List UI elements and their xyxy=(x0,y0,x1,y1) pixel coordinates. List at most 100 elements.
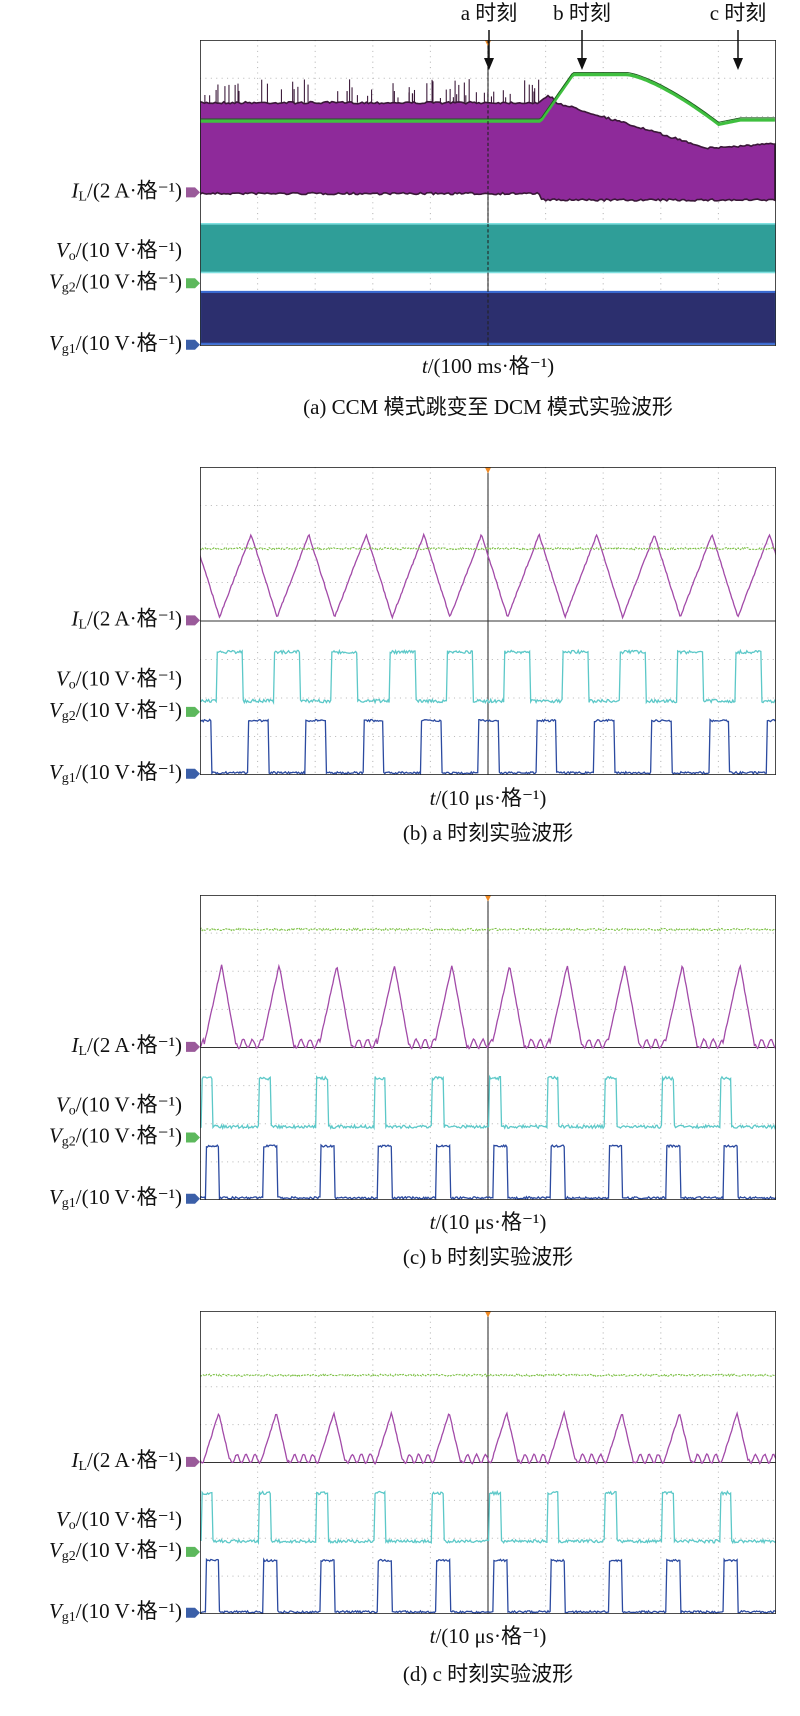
channel-label: Vg1/(10 V·格⁻¹) xyxy=(49,1185,182,1211)
label-unit: /(10 V·格⁻¹) xyxy=(76,1538,182,1562)
annotation-arrowhead xyxy=(733,58,743,70)
trigger-marker xyxy=(484,895,492,902)
il-trace xyxy=(200,963,776,1050)
label-symbol: I xyxy=(70,1033,79,1057)
label-subscript: o xyxy=(69,249,76,264)
label-symbol: I xyxy=(70,606,79,630)
channel-marker xyxy=(186,278,200,289)
channel-label: Vo/(10 V·格⁻¹) xyxy=(56,1507,182,1533)
vo-trace xyxy=(200,1489,776,1545)
label-symbol: V xyxy=(56,1092,71,1116)
label-symbol: V xyxy=(49,698,64,722)
label-symbol: V xyxy=(49,760,64,784)
label-symbol: V xyxy=(49,331,64,355)
scope-screen xyxy=(200,467,776,775)
channel-marker xyxy=(186,1193,200,1204)
channel-marker xyxy=(186,706,200,717)
label-symbol: V xyxy=(49,269,64,293)
channel-label: Vo/(10 V·格⁻¹) xyxy=(56,238,182,264)
label-unit: /(10 V·格⁻¹) xyxy=(76,698,182,722)
channel-marker xyxy=(186,1132,200,1143)
label-symbol: V xyxy=(49,1599,64,1623)
label-subscript: o xyxy=(69,1518,76,1533)
time-symbol: t xyxy=(430,1210,437,1234)
channel-marker xyxy=(186,768,200,779)
time-unit: /(10 μs·格⁻¹) xyxy=(435,786,546,810)
label-subscript: g2 xyxy=(62,1549,76,1564)
channel-marker xyxy=(186,1456,200,1467)
label-symbol: V xyxy=(49,1185,64,1209)
label-subscript: g1 xyxy=(62,342,76,357)
channel-marker xyxy=(186,1607,200,1618)
channel-label: Vg2/(10 V·格⁻¹) xyxy=(49,1538,182,1564)
label-subscript: o xyxy=(69,1104,76,1119)
label-symbol: V xyxy=(56,238,71,262)
label-subscript: g1 xyxy=(62,1610,76,1625)
vo-trace xyxy=(200,1074,776,1131)
label-unit: /(2 A·格⁻¹) xyxy=(87,178,182,202)
label-unit: /(10 V·格⁻¹) xyxy=(76,269,182,293)
time-symbol: t xyxy=(430,786,437,810)
channel-label: Vo/(10 V·格⁻¹) xyxy=(56,666,182,692)
label-unit: /(2 A·格⁻¹) xyxy=(87,606,182,630)
channel-label: Vg1/(10 V·格⁻¹) xyxy=(49,1599,182,1625)
label-subscript: L xyxy=(78,190,87,205)
scope-screen xyxy=(200,40,776,346)
label-subscript: g2 xyxy=(62,1135,76,1150)
label-symbol: V xyxy=(49,1538,64,1562)
channel-marker xyxy=(186,339,200,350)
label-unit: /(10 V·格⁻¹) xyxy=(76,666,182,690)
label-subscript: g2 xyxy=(62,709,76,724)
scope-screen xyxy=(200,895,776,1200)
channel-label: Vo/(10 V·格⁻¹) xyxy=(56,1092,182,1118)
label-symbol: V xyxy=(56,666,71,690)
time-axis-label: t/(10 μs·格⁻¹) xyxy=(430,786,547,810)
time-annotation: b 时刻 xyxy=(553,1,611,25)
time-annotation: c 时刻 xyxy=(710,1,767,25)
time-symbol: t xyxy=(430,1624,437,1648)
label-subscript: L xyxy=(78,1459,87,1474)
label-unit: /(10 V·格⁻¹) xyxy=(76,1123,182,1147)
label-unit: /(2 A·格⁻¹) xyxy=(87,1033,182,1057)
channel-marker xyxy=(186,187,200,198)
vg2-trace xyxy=(200,546,776,551)
label-symbol: I xyxy=(70,178,79,202)
label-symbol: I xyxy=(70,1448,79,1472)
annotation-arrowhead xyxy=(484,58,494,70)
label-unit: /(10 V·格⁻¹) xyxy=(76,1092,182,1116)
time-axis-label: t/(10 μs·格⁻¹) xyxy=(430,1624,547,1648)
label-unit: /(10 V·格⁻¹) xyxy=(76,760,182,784)
label-unit: /(10 V·格⁻¹) xyxy=(76,1507,182,1531)
channel-label: IL/(2 A·格⁻¹) xyxy=(70,606,182,632)
il-trace xyxy=(200,1409,776,1465)
time-unit: /(10 μs·格⁻¹) xyxy=(435,1210,546,1234)
label-subscript: L xyxy=(78,1044,87,1059)
scope-screen xyxy=(200,1311,776,1614)
channel-label: Vg1/(10 V·格⁻¹) xyxy=(49,331,182,357)
channel-label: Vg2/(10 V·格⁻¹) xyxy=(49,698,182,724)
channel-label: Vg2/(10 V·格⁻¹) xyxy=(49,1123,182,1149)
annotation-arrowhead xyxy=(577,58,587,70)
channel-marker xyxy=(186,1041,200,1052)
label-subscript: L xyxy=(78,618,87,633)
vo-trace xyxy=(200,648,776,705)
time-symbol: t xyxy=(422,354,429,378)
channel-label: Vg2/(10 V·格⁻¹) xyxy=(49,269,182,295)
caption: (a) CCM 模式跳变至 DCM 模式实验波形 xyxy=(303,395,673,419)
vg1-trace xyxy=(200,1143,776,1200)
label-symbol: V xyxy=(49,1123,64,1147)
label-unit: /(10 V·格⁻¹) xyxy=(76,238,182,262)
caption: (d) c 时刻实验波形 xyxy=(403,1662,573,1686)
caption: (b) a 时刻实验波形 xyxy=(403,821,573,845)
trigger-marker xyxy=(484,467,492,474)
caption: (c) b 时刻实验波形 xyxy=(403,1245,573,1269)
label-subscript: g1 xyxy=(62,771,76,786)
time-axis-label: t/(10 μs·格⁻¹) xyxy=(430,1210,547,1234)
channel-marker xyxy=(186,615,200,626)
channel-label: IL/(2 A·格⁻¹) xyxy=(70,178,182,204)
label-unit: /(2 A·格⁻¹) xyxy=(87,1448,182,1472)
label-unit: /(10 V·格⁻¹) xyxy=(76,331,182,355)
time-unit: /(100 ms·格⁻¹) xyxy=(428,354,554,378)
label-subscript: g1 xyxy=(62,1196,76,1211)
time-annotation: a 时刻 xyxy=(461,1,518,25)
